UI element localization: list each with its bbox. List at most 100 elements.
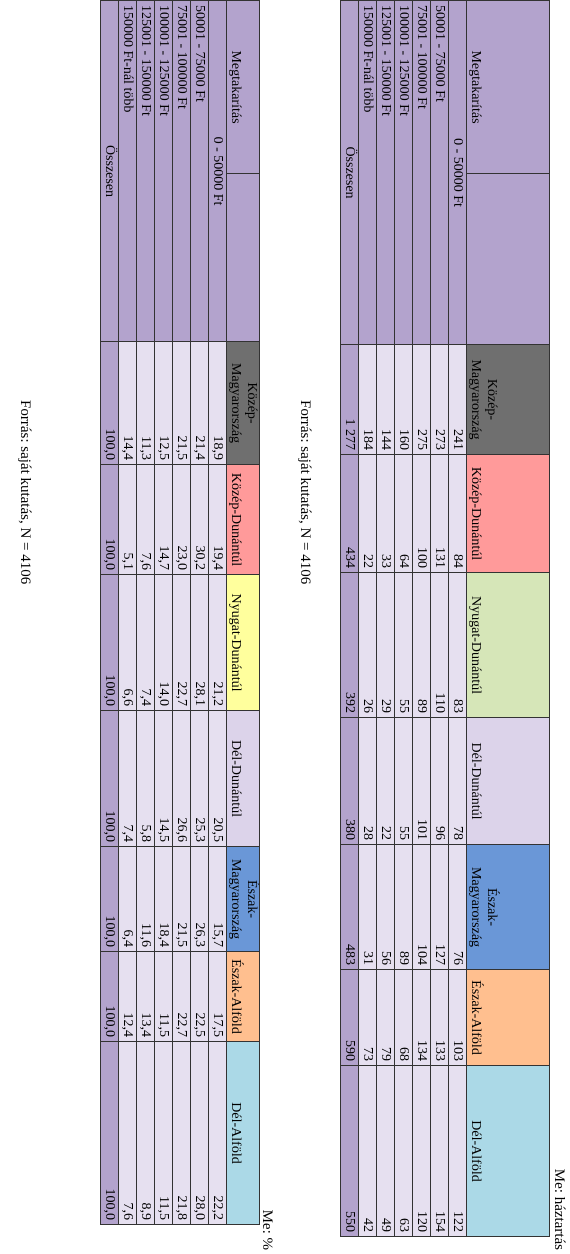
total-cell: 550 bbox=[340, 1065, 359, 1237]
table-cell: 64 bbox=[394, 454, 413, 573]
table-cell: 25,3 bbox=[190, 710, 209, 847]
table-cell: 101 bbox=[412, 717, 431, 845]
table-cell: 89 bbox=[394, 844, 413, 970]
table-cell: 28,0 bbox=[190, 1041, 209, 1225]
corner-header: Megtakarítás bbox=[226, 0, 260, 174]
table-cell: 273 bbox=[430, 344, 449, 455]
table-cell: 12,4 bbox=[118, 951, 137, 1042]
header-row: Megtakarítás Közép-Magyarország Közép-Duná… bbox=[466, 0, 550, 1237]
table-cell: 76 bbox=[448, 844, 467, 970]
table-cell: 7,6 bbox=[118, 1041, 137, 1225]
row-label: 75001 - 100000 Ft bbox=[172, 0, 191, 342]
table-cell: 6,6 bbox=[118, 574, 137, 711]
row-label: 100001 - 125000 Ft bbox=[154, 0, 173, 342]
column-header: Nyugat-Dunántúl bbox=[466, 572, 550, 718]
table-row: 50001 - 75000 Ft273131110961271331541 02… bbox=[430, 0, 449, 1237]
table-cell: 73 bbox=[358, 969, 377, 1066]
table-cell: 5,1 bbox=[118, 464, 137, 575]
corner-header: Megtakarítás bbox=[466, 0, 550, 174]
table-cell: 5,8 bbox=[136, 710, 155, 847]
table-cell: 14,7 bbox=[154, 464, 173, 575]
table-row: 150000 Ft-nál több184222628317342406 bbox=[358, 0, 377, 1237]
table-cell: 8,9 bbox=[136, 1041, 155, 1225]
total-cell: 392 bbox=[340, 572, 359, 718]
table-cell: 7,4 bbox=[136, 574, 155, 711]
table1-unit-label: Me: háztartás bbox=[551, 1168, 567, 1250]
total-cell: 100,0 bbox=[100, 464, 119, 575]
total-cell: 100,0 bbox=[100, 846, 119, 952]
table-cell: 12,5 bbox=[154, 341, 173, 465]
table-cell: 56 bbox=[376, 844, 395, 970]
table-cell: 33 bbox=[376, 454, 395, 573]
table-cell: 23,0 bbox=[172, 464, 191, 575]
table-cell: 100 bbox=[412, 454, 431, 573]
label-spacer bbox=[226, 173, 260, 342]
table-cell: 14,4 bbox=[118, 341, 137, 465]
table-cell: 49 bbox=[376, 1065, 395, 1237]
table-cell: 275 bbox=[412, 344, 431, 455]
table-cell: 13,4 bbox=[136, 951, 155, 1042]
total-label: Összesen bbox=[340, 0, 359, 345]
table-cell: 241 bbox=[448, 344, 467, 455]
row-label: 50001 - 75000 Ft bbox=[190, 0, 209, 342]
table-cell: 15,7 bbox=[208, 846, 227, 952]
table-cell: 21,8 bbox=[172, 1041, 191, 1225]
table-cell: 18,4 bbox=[154, 846, 173, 952]
table-cell: 120 bbox=[412, 1065, 431, 1237]
column-header: Közép-Dunántúl bbox=[466, 454, 550, 573]
table-row: 0 - 50000 Ft 18,9 19,4 21,2 20,5 15,7 17,5 22,2 bbox=[208, 0, 227, 1225]
table-cell: 22,7 bbox=[172, 951, 191, 1042]
table-cell: 7,4 bbox=[118, 710, 137, 847]
table-cell: 19,4 bbox=[208, 464, 227, 575]
total-cell: 100,0 bbox=[100, 341, 119, 465]
table-cell: 21,4 bbox=[190, 341, 209, 465]
table-row: 75001 - 100000 Ft27510089101104134120923 bbox=[412, 0, 431, 1237]
table-cell: 83 bbox=[448, 572, 467, 718]
total-label: Összesen bbox=[100, 0, 119, 342]
row-label: 0 - 50000 Ft bbox=[448, 0, 467, 345]
column-header: Észak-Magyarország bbox=[226, 846, 260, 952]
table-cell: 17,5 bbox=[208, 951, 227, 1042]
label-spacer bbox=[466, 173, 550, 345]
table-cell: 22,5 bbox=[190, 951, 209, 1042]
table-cell: 84 bbox=[448, 454, 467, 573]
column-header: Észak-Alföld bbox=[466, 969, 550, 1066]
row-label: 100001 - 125000 Ft bbox=[394, 0, 413, 345]
table-cell: 78 bbox=[448, 717, 467, 845]
table-cell: 184 bbox=[358, 344, 377, 455]
table-cell: 26,3 bbox=[190, 846, 209, 952]
total-cell: 434 bbox=[340, 454, 359, 573]
table-cell: 104 bbox=[412, 844, 431, 970]
column-header: Közép-Magyarország bbox=[226, 341, 260, 465]
column-header: Dél-Alföld bbox=[466, 1065, 550, 1237]
table-cell: 11,3 bbox=[136, 341, 155, 465]
table-cell: 14,0 bbox=[154, 574, 173, 711]
column-header: Nyugat-Dunántúl bbox=[226, 574, 260, 711]
table-cell: 22,2 bbox=[208, 1041, 227, 1225]
row-label: 75001 - 100000 Ft bbox=[412, 0, 431, 345]
column-header: Közép-Magyarország bbox=[466, 344, 550, 455]
column-header: Észak-Magyarország bbox=[466, 844, 550, 970]
table-cell: 22 bbox=[358, 454, 377, 573]
row-label: 0 - 50000 Ft bbox=[208, 0, 227, 342]
table-row: 75001 - 100000 Ft 21,5 23,0 22,7 26,6 21,5 22,… bbox=[172, 0, 191, 1225]
table-cell: 42 bbox=[358, 1065, 377, 1237]
table-cell: 18,9 bbox=[208, 341, 227, 465]
total-cell: 380 bbox=[340, 717, 359, 845]
table-cell: 11,6 bbox=[136, 846, 155, 952]
table-cell: 55 bbox=[394, 572, 413, 718]
table-cell: 89 bbox=[412, 572, 431, 718]
table2-source: Forrás: saját kutatás, N = 4106 bbox=[17, 400, 33, 585]
table-cell: 103 bbox=[448, 969, 467, 1066]
table-cell: 20,5 bbox=[208, 710, 227, 847]
table-cell: 127 bbox=[430, 844, 449, 970]
table-cell: 55 bbox=[394, 717, 413, 845]
table-row: 150000 Ft-nál több 14,4 5,1 6,6 7,4 6,4 12,4 7,… bbox=[118, 0, 137, 1225]
table-row: 100001 - 125000 Ft160645555896863554 bbox=[394, 0, 413, 1237]
column-header: Közép-Dunántúl bbox=[226, 464, 260, 575]
header-row: Megtakarítás Közép-Magyarország Közép-Duná… bbox=[226, 0, 260, 1225]
total-cell: 100,0 bbox=[100, 710, 119, 847]
table-cell: 31 bbox=[358, 844, 377, 970]
table-row: 0 - 50000 Ft24184837876103122787 bbox=[448, 0, 467, 1237]
